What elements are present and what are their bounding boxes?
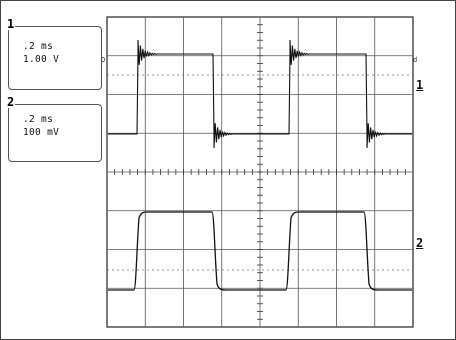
channel-1-scale: 1.00 V xyxy=(23,54,60,65)
channel-2-settings[interactable]: 2 .2 ms 100 mV xyxy=(6,96,102,162)
channel-1-timebase: .2 ms xyxy=(23,41,54,52)
trace-1-label: 1 xyxy=(416,78,424,92)
left-marker: D xyxy=(101,56,106,64)
channel-2-number: 2 xyxy=(6,95,16,109)
channel-1-settings[interactable]: 1 .2 ms 1.00 V xyxy=(6,18,102,90)
scope-grid xyxy=(106,16,414,328)
channel-2-trace xyxy=(108,211,412,291)
scope-traces xyxy=(108,39,412,291)
channel-1-trace xyxy=(108,39,412,149)
channel-2-scale: 100 mV xyxy=(23,127,60,138)
channel-2-timebase: .2 ms xyxy=(23,114,54,125)
right-marker: d xyxy=(413,56,418,64)
channel-1-number: 1 xyxy=(6,17,16,31)
trace-2-label: 2 xyxy=(416,236,424,250)
